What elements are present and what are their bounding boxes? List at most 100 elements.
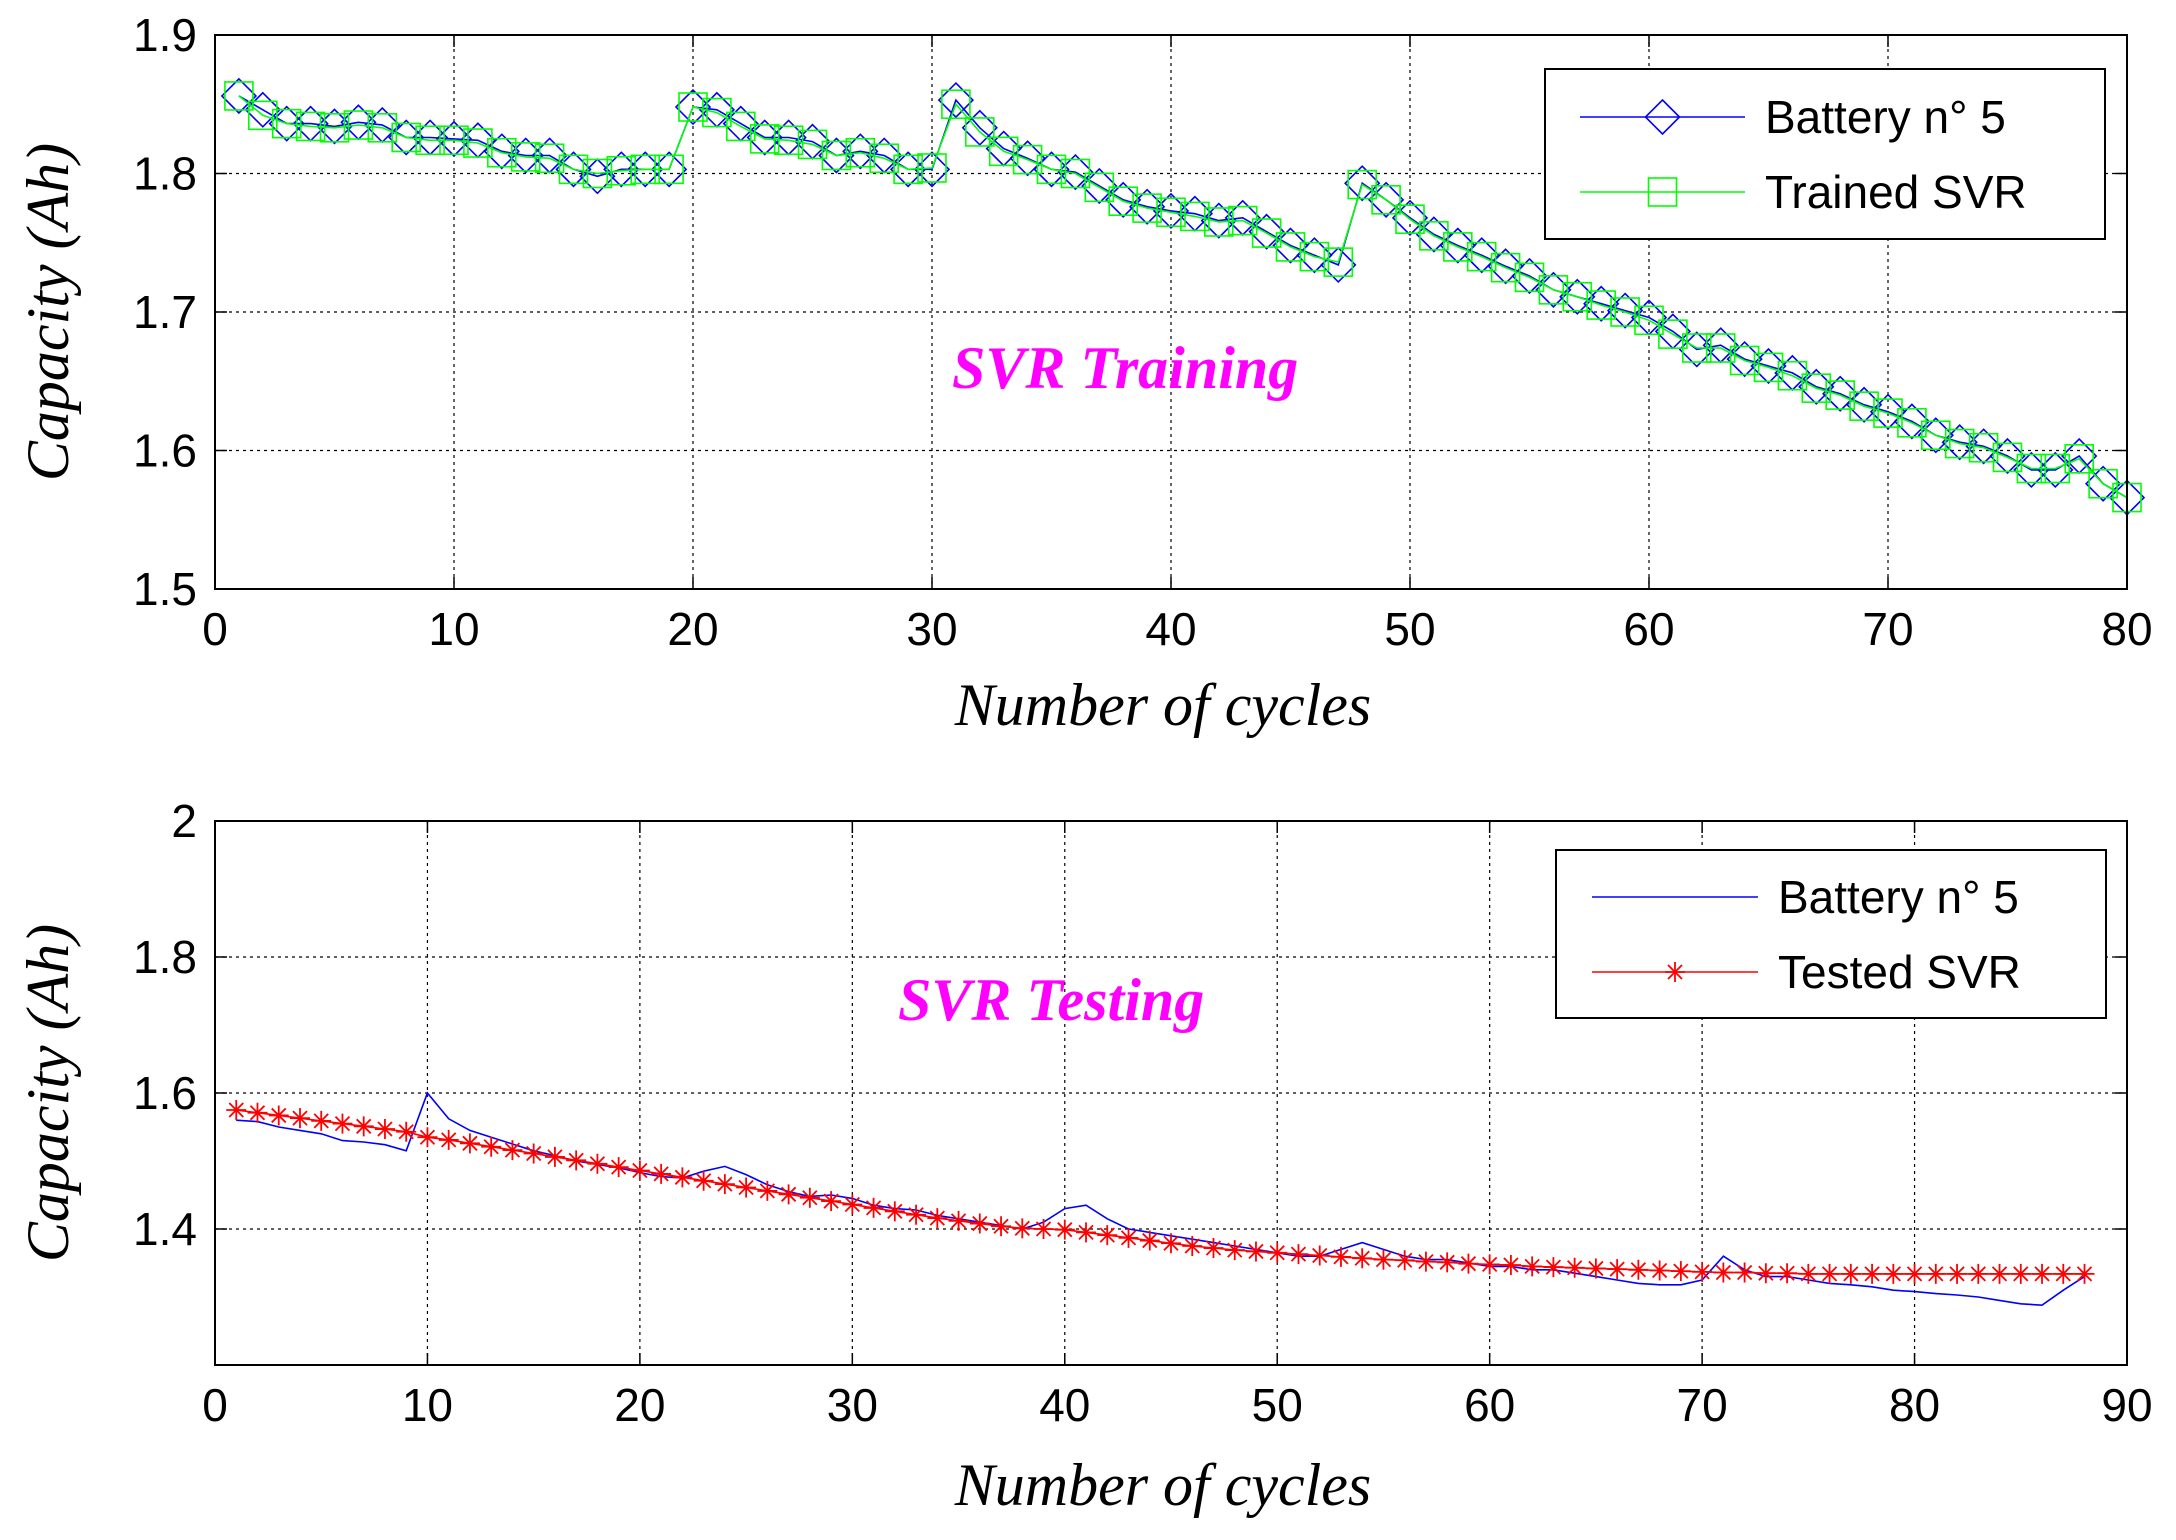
data-point-square [1825,380,1855,410]
data-point-diamond [507,137,544,174]
data-point-square [1610,297,1640,327]
data-point-asterisk [1692,1261,1713,1282]
data-point-asterisk [1968,1263,1989,1284]
data-point-asterisk [629,1160,650,1181]
data-point-diamond [1965,428,2002,465]
y-tick-label: 1.6 [133,425,197,477]
plot-frame [214,820,2128,1366]
data-point-asterisk [842,1194,863,1215]
data-point-diamond [937,81,975,119]
data-point-asterisk [1925,1263,1946,1284]
data-point-asterisk [821,1191,842,1212]
data-point-asterisk [736,1177,757,1198]
data-point-asterisk [438,1129,459,1150]
data-point-square [319,112,350,143]
data-point-square [1705,333,1736,363]
legend: Battery n° 5 Tested SVR [1555,849,2107,1019]
data-point-square [2064,444,2094,474]
data-point-diamond [674,88,712,126]
legend-label-battery: Battery n° 5 [1765,91,2006,143]
y-tick-label: 1.8 [133,148,197,200]
series-line-1 [238,95,2128,499]
data-point-asterisk [1267,1242,1288,1263]
data-point-asterisk [1543,1257,1564,1278]
data-point-diamond [1200,202,1237,239]
data-point-square [1753,352,1784,383]
data-point-diamond [1296,237,1333,274]
data-point-square [391,122,422,153]
y-tick-label: 1.9 [133,9,197,61]
data-point-square [845,137,876,168]
data-point-asterisk [948,1210,969,1231]
data-point-asterisk [906,1204,927,1225]
data-point-asterisk [1585,1258,1606,1279]
data-point-diamond [1128,188,1166,225]
y-tick-label: 1.8 [133,931,197,983]
data-point-asterisk [289,1108,310,1129]
data-point-square [725,111,756,142]
data-point-diamond [627,151,664,188]
data-point-diamond [268,105,305,142]
x-tick-label: 0 [202,603,228,655]
x-tick-label: 40 [1145,603,1196,655]
data-point-square [2040,453,2071,484]
data-point-asterisk [991,1216,1012,1237]
data-point-diamond [1033,151,1070,188]
data-point-diamond [603,151,640,188]
data-point-square [1466,241,1497,272]
data-point-square [367,112,398,143]
data-point-square [1777,360,1808,391]
legend: Battery n° 5 Trained SVR [1544,68,2106,240]
data-point-square [1921,420,1951,451]
x-axis-label: Number of cycles [954,1452,1372,1518]
data-point-square [1968,432,1999,463]
data-point-asterisk [396,1121,417,1142]
data-point-square [463,128,493,158]
data-point-square [1180,201,1210,232]
annotation-svr-training: SVR Training [952,335,1298,401]
data-point-square [582,158,613,189]
series-line-0 [238,95,2128,499]
data-point-square [797,129,828,160]
data-point-asterisk [374,1119,395,1140]
data-point-asterisk [1330,1246,1351,1267]
data-point-asterisk [1904,1263,1925,1284]
testing-chart: 0 10 20 30 40 50 60 70 80 90 1.4 1.6 1.8 2 Number of… [15,795,2153,1518]
x-tick-label: 70 [1862,603,1913,655]
legend-box [1544,68,2106,240]
data-point-diamond [1989,437,2026,475]
data-point-asterisk [1076,1222,1097,1243]
data-point-square [1299,241,1330,272]
data-point-square [510,142,541,172]
series-group [220,77,2146,516]
y-axis-label: Capacity (Ah) [15,143,81,481]
data-point-asterisk [226,1100,247,1120]
data-point-diamond [388,119,425,156]
data-point-square [1443,232,1473,262]
data-point-asterisk [1564,1257,1585,1278]
data-point-asterisk [1947,1263,1968,1284]
data-point-asterisk [1649,1260,1670,1281]
data-point-asterisk [884,1201,905,1222]
data-point-square [1347,169,1377,200]
data-point-asterisk [927,1208,948,1229]
data-point-asterisk [481,1136,502,1157]
data-point-square [869,143,900,174]
data-point-diamond [1391,199,1429,236]
data-point-square [1012,144,1043,175]
data-point-diamond [1344,165,1381,202]
data-point-asterisk [1479,1254,1500,1275]
data-point-square [988,136,1019,167]
data-point-square [1275,232,1306,262]
x-tick-label: 80 [2101,603,2152,655]
data-point-square [1897,407,1927,438]
data-point-asterisk [672,1167,693,1188]
data-point-asterisk [1862,1263,1883,1284]
x-tick-label: 10 [428,603,479,655]
data-point-square [415,125,445,156]
data-point-square [1132,193,1162,223]
data-point-asterisk [863,1197,884,1218]
data-point-asterisk [459,1133,480,1154]
x-tick-labels: 0 10 20 30 40 50 60 70 80 90 [202,1379,2152,1431]
data-point-diamond [244,91,281,128]
